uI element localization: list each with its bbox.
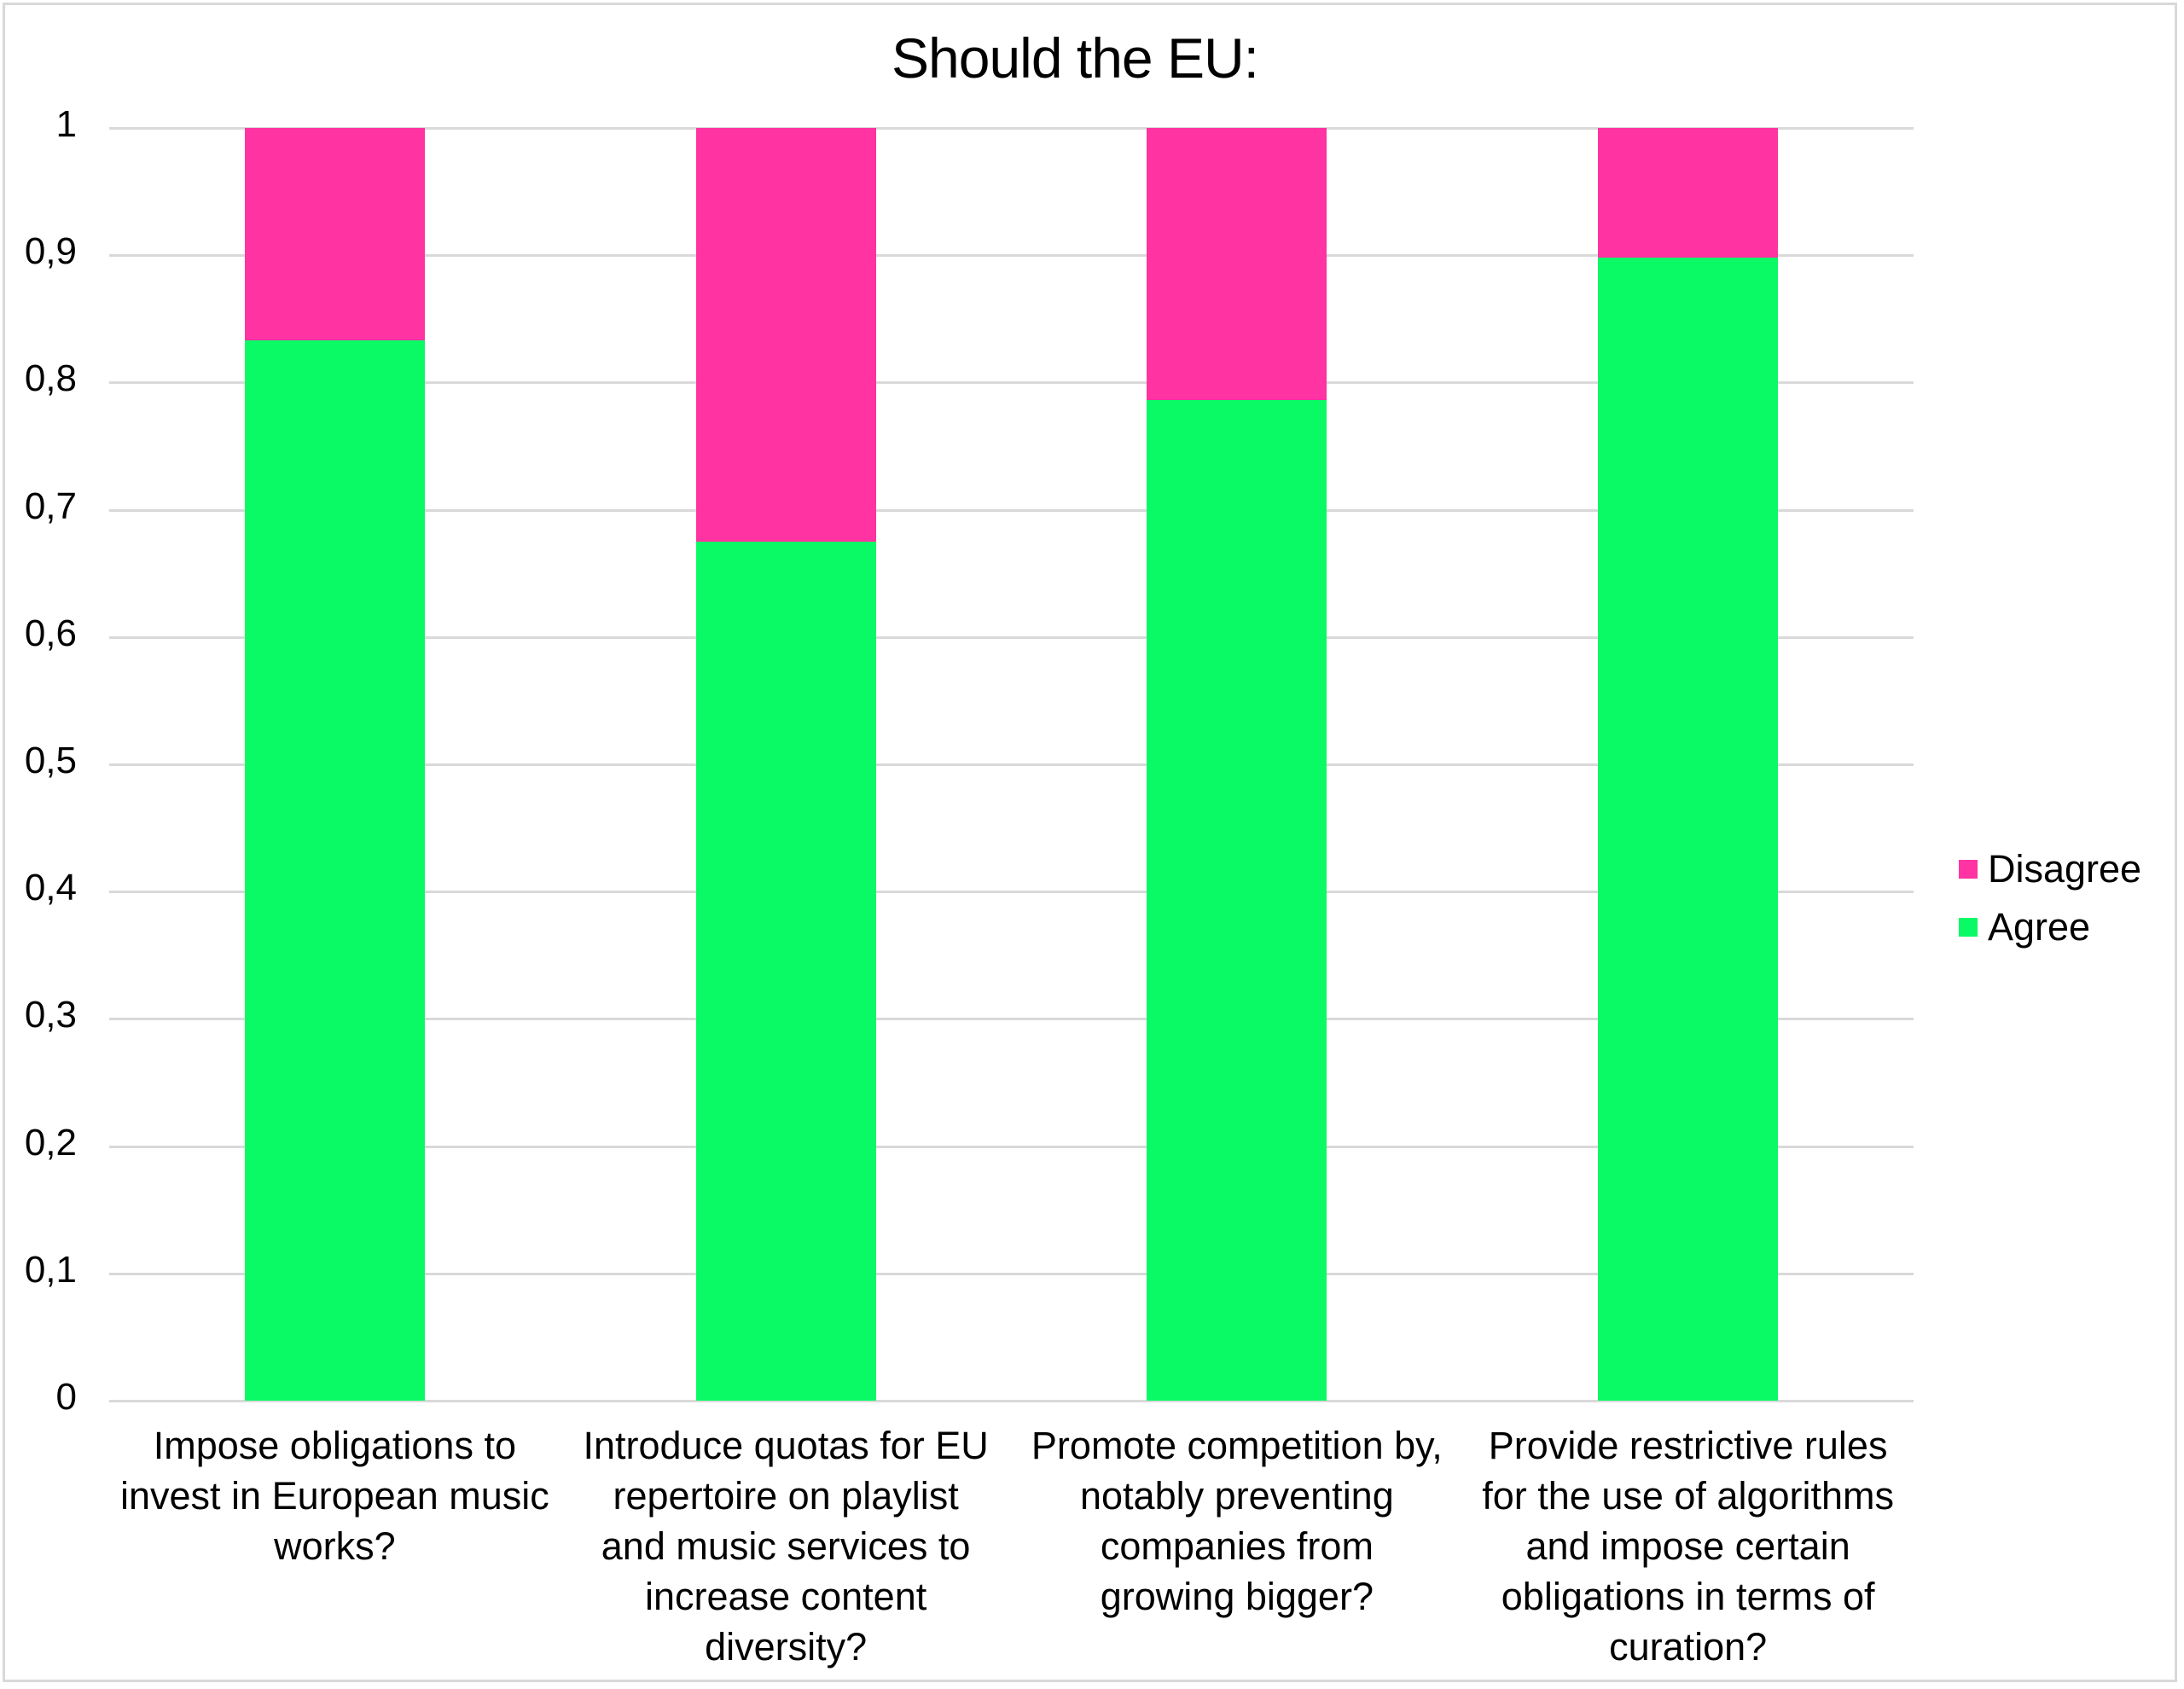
- gridline: [109, 891, 1914, 894]
- x-category-label-line: Provide restrictive rules: [1488, 1424, 1888, 1467]
- stacked-bar: [695, 128, 876, 1401]
- legend-label: Disagree: [1988, 847, 2142, 891]
- x-category-label-line: diversity?: [705, 1625, 868, 1669]
- x-category-label-line: repertoire on playlist: [613, 1474, 959, 1518]
- stacked-bar: [244, 128, 425, 1401]
- gridline: [109, 1272, 1914, 1275]
- gridline: [109, 254, 1914, 258]
- y-tick-label: 0,2: [24, 1121, 77, 1164]
- legend: Disagree Agree: [1959, 840, 2141, 956]
- y-tick-label: 0,9: [24, 230, 77, 273]
- bar-segment-agree: [1147, 400, 1327, 1401]
- x-category-label: Provide restrictive rules for the use of …: [1463, 1420, 1914, 1672]
- bar-segment-disagree: [1598, 128, 1779, 258]
- legend-swatch-icon: [1959, 860, 1978, 879]
- gridline: [109, 1145, 1914, 1148]
- y-tick-label: 0,5: [24, 740, 77, 781]
- y-tick-label: 0,1: [24, 1248, 77, 1291]
- legend-item-agree: Agree: [1959, 898, 2141, 956]
- y-tick-label: 0,6: [24, 612, 77, 654]
- bar-segment-disagree: [1147, 128, 1327, 401]
- x-category-label-line: invest in European music: [119, 1474, 549, 1518]
- x-category-label-line: growing bigger?: [1100, 1575, 1374, 1618]
- y-tick-label: 0,8: [24, 357, 77, 400]
- x-category-label-line: works?: [274, 1524, 396, 1568]
- x-category-label-line: Promote competition by,: [1031, 1424, 1443, 1467]
- y-tick-label: 1: [55, 103, 77, 145]
- gridline: [109, 381, 1914, 385]
- x-category-label-line: for the use of algorithms: [1482, 1474, 1894, 1518]
- x-category-label-line: Introduce quotas for EU: [583, 1424, 989, 1467]
- gridline: [109, 1400, 1914, 1402]
- legend-swatch-icon: [1959, 918, 1978, 937]
- bar-segment-disagree: [695, 128, 876, 542]
- x-category-label-line: notably preventing: [1079, 1474, 1394, 1518]
- y-tick-label: 0,7: [24, 485, 77, 527]
- gridline: [109, 508, 1914, 512]
- plot-area: [109, 127, 1914, 1402]
- bar-segment-agree: [695, 541, 876, 1401]
- x-category-label: Introduce quotas for EU repertoire on pla…: [561, 1420, 1011, 1672]
- x-category-label-line: curation?: [1609, 1625, 1768, 1669]
- y-tick-label: 0: [55, 1376, 77, 1418]
- gridline: [109, 127, 1914, 130]
- x-category-label-line: companies from: [1100, 1524, 1374, 1568]
- chart-title: Should the EU:: [892, 26, 1259, 90]
- legend-item-disagree: Disagree: [1959, 840, 2141, 898]
- x-category-label: Impose obligations to invest in European …: [109, 1420, 560, 1571]
- x-category-label-line: and music services to: [601, 1524, 971, 1568]
- x-category-label-line: and impose certain: [1525, 1524, 1850, 1568]
- x-category-label-line: increase content: [645, 1575, 927, 1618]
- gridline: [109, 763, 1914, 766]
- y-tick-label: 0,4: [24, 867, 77, 909]
- legend-label: Agree: [1988, 905, 2091, 949]
- gridline: [109, 636, 1914, 639]
- x-category-label-line: obligations in terms of: [1501, 1575, 1875, 1618]
- stacked-bar: [1598, 128, 1779, 1401]
- bar-segment-disagree: [244, 128, 425, 341]
- x-category-label-line: Impose obligations to: [153, 1424, 516, 1467]
- x-category-label: Promote competition by, notably preventin…: [1012, 1420, 1462, 1622]
- gridline: [109, 1018, 1914, 1021]
- bar-segment-agree: [244, 340, 425, 1401]
- stacked-bar: [1147, 128, 1327, 1401]
- y-tick-label: 0,3: [24, 994, 77, 1036]
- bar-segment-agree: [1598, 258, 1779, 1401]
